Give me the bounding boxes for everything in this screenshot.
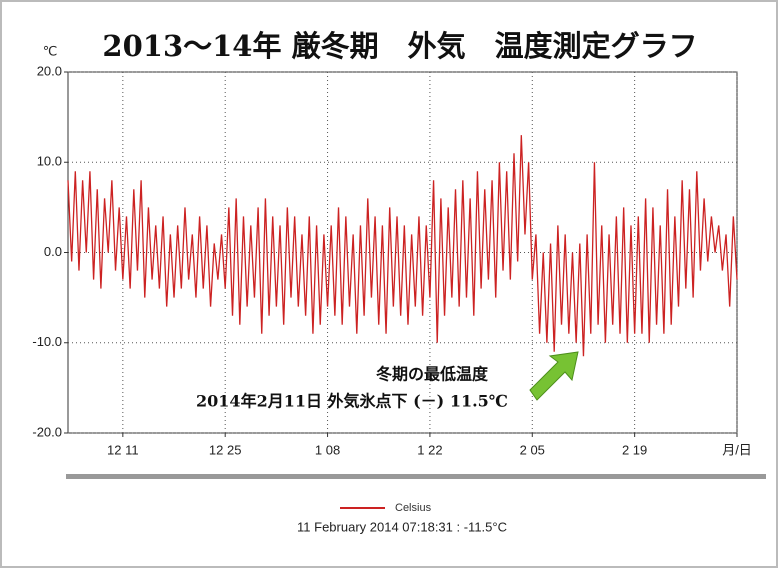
x-tick-label: 1 22 xyxy=(417,442,442,457)
annotation: 冬期の最低温度 xyxy=(376,365,489,384)
annotation-group: 冬期の最低温度 2014年2月11日 外気氷点下 (－) 11.5℃ xyxy=(196,351,579,411)
y-unit: ℃ xyxy=(43,43,58,58)
annotation: 2014年2月11日 外気氷点下 (－) 11.5℃ xyxy=(196,392,508,411)
separator xyxy=(66,474,766,479)
y-tick-label: -20.0 xyxy=(32,424,62,439)
legend-label: Celsius xyxy=(395,502,432,514)
y-tick-label: 0.0 xyxy=(44,244,62,259)
y-tick-label: 20.0 xyxy=(37,63,62,78)
x-tick-label: 1 08 xyxy=(315,442,340,457)
footer: 11 February 2014 07:18:31 : -11.5°C xyxy=(297,519,507,534)
x-tick-label: 2 05 xyxy=(520,442,545,457)
x-tick-label: 2 19 xyxy=(622,442,647,457)
y-tick-label: 10.0 xyxy=(37,154,62,169)
arrow xyxy=(529,351,579,401)
x-tick-label: 12 11 xyxy=(107,442,139,457)
data-line xyxy=(67,135,738,357)
x-tick-label: 12 25 xyxy=(209,442,242,457)
y-tick-label: -10.0 xyxy=(32,334,62,349)
x-tick-label: 月/日 xyxy=(722,442,752,457)
chart-title: 2013～14年 厳冬期 外気 温度測定グラフ xyxy=(102,29,697,63)
